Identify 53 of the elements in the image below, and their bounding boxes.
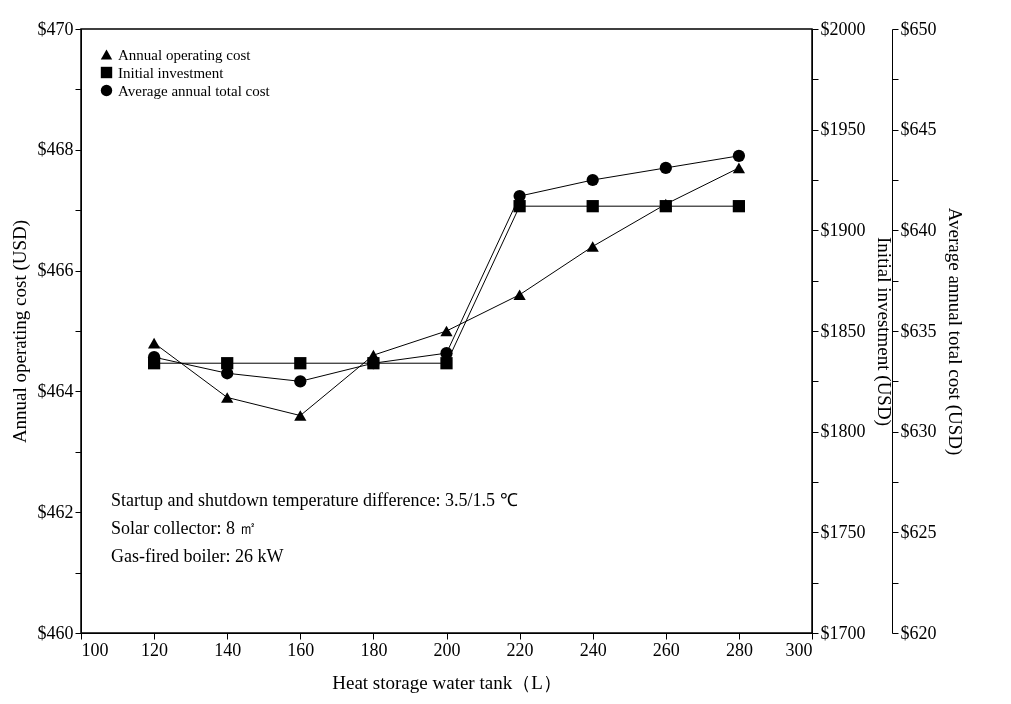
- y-axis-title: Annual operating cost (USD): [8, 219, 31, 444]
- y2-tick-label: $1800: [820, 421, 866, 442]
- point: [147, 337, 161, 349]
- y2-tick-label: $1750: [820, 521, 866, 542]
- point: [513, 289, 526, 301]
- y2-tick-label: $2000: [820, 18, 866, 39]
- y2-tick-label: $1850: [820, 320, 866, 341]
- y-tick-label: $460: [37, 622, 74, 643]
- y2-tick-label: $1700: [820, 622, 866, 643]
- x-tick-label: 120: [141, 639, 169, 660]
- y-tick-label: $470: [37, 18, 74, 39]
- point: [440, 325, 453, 337]
- point: [659, 161, 672, 175]
- point: [586, 241, 599, 252]
- point: [732, 162, 746, 174]
- y3-tick-label: $620: [900, 622, 937, 643]
- y3-tick-label: $630: [900, 421, 937, 442]
- point: [732, 149, 746, 162]
- x-tick-label: 200: [433, 639, 461, 660]
- point: [221, 392, 234, 403]
- x-tick-label: 160: [287, 639, 315, 660]
- legend-label: Annual operating cost: [118, 46, 252, 63]
- y-tick-label: $462: [37, 501, 74, 522]
- y2-tick-label: $1950: [820, 119, 866, 140]
- x-tick-label: 180: [360, 639, 388, 660]
- point: [586, 173, 599, 187]
- x-tick-label: 100: [81, 639, 109, 660]
- x-tick-label: 260: [652, 639, 680, 660]
- annotation: Gas-fired boiler: 26 kW: [111, 546, 284, 566]
- y3-tick-label: $650: [900, 18, 937, 39]
- legend-label: Initial investment: [118, 64, 225, 81]
- x-tick-label: 140: [214, 639, 242, 660]
- annotation: Startup and shutdown temperature difference: 3.5/1.5 ℃: [111, 490, 518, 510]
- y3-tick-label: $625: [900, 521, 937, 542]
- point: [294, 410, 307, 421]
- point: [513, 189, 526, 203]
- y3-tick-label: $645: [900, 119, 937, 140]
- y3-axis-title: Average annual total cost (USD): [943, 207, 966, 456]
- x-axis-title: Heat storage water tank（L）: [332, 671, 562, 693]
- y-tick-label: $466: [37, 260, 74, 281]
- point: [294, 375, 307, 388]
- legend-label: Average annual total cost: [118, 82, 271, 99]
- y-tick-label: $464: [37, 380, 74, 401]
- y2-axis-title: Initial investment (USD): [872, 237, 895, 426]
- x-tick-label: 240: [579, 639, 607, 660]
- annotation: Solar collector: 8 ㎡: [111, 518, 258, 538]
- y2-tick-label: $1900: [820, 219, 866, 240]
- y3-tick-label: $640: [900, 219, 937, 240]
- y3-tick-label: $635: [900, 320, 937, 341]
- x-tick-label: 300: [785, 639, 813, 660]
- x-tick-label: 280: [725, 639, 753, 660]
- y-tick-label: $468: [37, 139, 74, 160]
- x-tick-label: 220: [506, 639, 534, 660]
